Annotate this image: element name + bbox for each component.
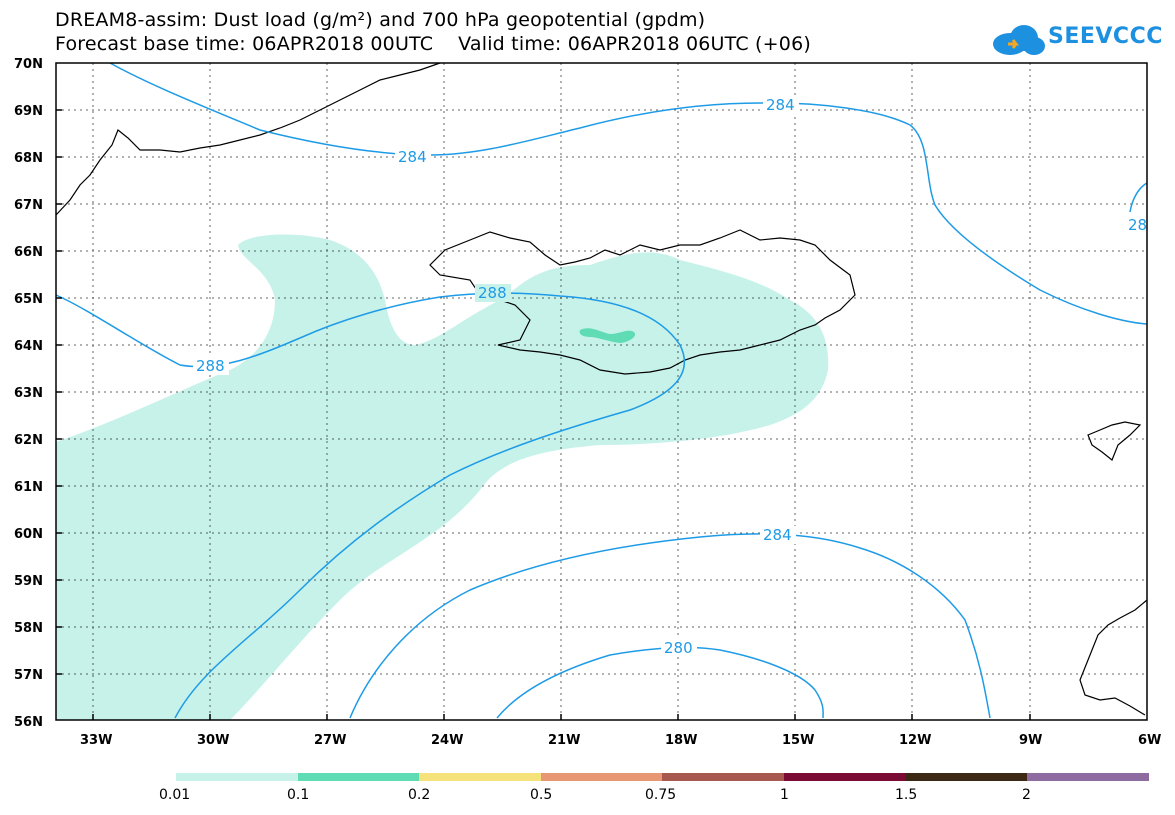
lat-label: 57N xyxy=(14,668,43,683)
colorbar-label: 2 xyxy=(1022,787,1031,803)
contour-label: 284 xyxy=(763,526,792,544)
tick-marks xyxy=(56,109,1031,720)
colorbar-swatch xyxy=(176,773,298,781)
colorbar-swatch xyxy=(662,773,784,781)
lat-label: 62N xyxy=(14,433,43,448)
latitude-labels: 70N 69N 68N 67N 66N 65N 64N 63N 62N 61N … xyxy=(14,57,43,730)
colorbar: 0.01 0.1 0.2 0.5 0.75 1 1.5 2 xyxy=(159,773,1149,803)
lon-label: 21W xyxy=(548,733,580,748)
colorbar-label: 0.75 xyxy=(645,787,676,803)
contour-label: 280 xyxy=(664,639,693,657)
colorbar-label: 0.1 xyxy=(287,787,309,803)
contour-label: 284 xyxy=(766,96,795,114)
lon-label: 12W xyxy=(899,733,931,748)
lat-label: 70N xyxy=(14,57,43,72)
dust-layer xyxy=(56,234,829,720)
colorbar-swatch xyxy=(906,773,1027,781)
contour-labels: 284 284 28 288 288 284 280 xyxy=(193,96,1147,657)
lat-label: 69N xyxy=(14,104,43,119)
contour-284-south xyxy=(349,533,991,719)
lon-label: 24W xyxy=(431,733,463,748)
lat-label: 66N xyxy=(14,245,43,260)
lon-label: 33W xyxy=(80,733,112,748)
lat-label: 58N xyxy=(14,621,43,636)
scotland-coast xyxy=(1079,599,1148,716)
dust-region-low xyxy=(56,234,829,720)
lon-label: 15W xyxy=(782,733,814,748)
contour-label: 288 xyxy=(478,284,507,302)
cloud-icon xyxy=(993,25,1045,55)
lon-label: 30W xyxy=(197,733,229,748)
colorbar-swatch xyxy=(298,773,419,781)
lat-label: 68N xyxy=(14,151,43,166)
contour-284-north xyxy=(109,62,1148,325)
chart-subtitle: Forecast base time: 06APR2018 00UTC Vali… xyxy=(55,33,811,55)
colorbar-swatch xyxy=(419,773,541,781)
colorbar-swatch xyxy=(541,773,662,781)
contour-label: 28 xyxy=(1128,216,1147,234)
lat-label: 60N xyxy=(14,527,43,542)
seevccc-logo xyxy=(990,20,1140,60)
longitude-labels: 33W 30W 27W 24W 21W 18W 15W 12W 9W 6W xyxy=(80,733,1161,748)
geopotential-contours xyxy=(55,62,1148,719)
colorbar-label: 1.5 xyxy=(895,787,917,803)
lon-label: 27W xyxy=(314,733,346,748)
logo-text: SEEVCCC xyxy=(1048,24,1163,49)
lat-label: 61N xyxy=(14,480,43,495)
chart-title: DREAM8-assim: Dust load (g/m²) and 700 h… xyxy=(55,9,706,31)
coastlines xyxy=(55,62,1148,716)
lat-label: 56N xyxy=(14,715,43,730)
lat-label: 59N xyxy=(14,574,43,589)
lat-label: 65N xyxy=(14,292,43,307)
contour-280 xyxy=(496,646,824,719)
lon-label: 6W xyxy=(1138,733,1161,748)
colorbar-swatch xyxy=(784,773,906,781)
iceland-coast xyxy=(429,229,856,375)
faroe-coast xyxy=(1087,421,1142,461)
contour-label: 284 xyxy=(398,148,427,166)
contour-label: 288 xyxy=(196,357,225,375)
colorbar-label: 0.01 xyxy=(159,787,190,803)
lat-label: 63N xyxy=(14,386,43,401)
contour-284-edge xyxy=(1129,182,1148,213)
colorbar-label: 0.2 xyxy=(408,787,430,803)
lat-label: 67N xyxy=(14,198,43,213)
contour-288 xyxy=(55,292,686,719)
colorbar-label: 0.5 xyxy=(530,787,552,803)
lon-label: 9W xyxy=(1019,733,1042,748)
dust-region-mid xyxy=(579,328,636,343)
lat-label: 64N xyxy=(14,339,43,354)
colorbar-label: 1 xyxy=(780,787,789,803)
colorbar-swatch xyxy=(1027,773,1149,781)
lon-label: 18W xyxy=(665,733,697,748)
greenland-coast xyxy=(55,62,441,216)
grid-lines xyxy=(56,63,1147,720)
